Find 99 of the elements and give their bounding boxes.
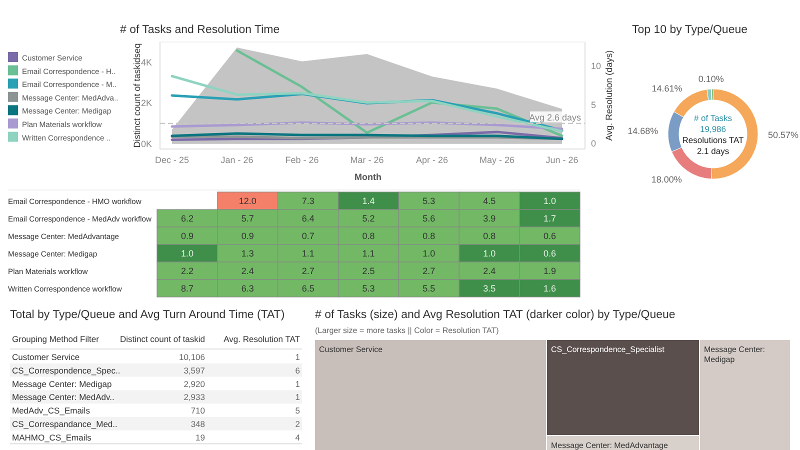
data-label: 50.57% xyxy=(768,130,799,140)
data-label: 2.7 xyxy=(302,266,314,276)
data-label: 6.5 xyxy=(302,284,314,294)
data-label: 1.7 xyxy=(544,214,556,224)
category-label: Message Center: MedAdvantage xyxy=(551,441,669,450)
x-axis-title: Month xyxy=(354,172,382,182)
data-label: 5.3 xyxy=(422,196,436,206)
data-label: 19 xyxy=(196,432,206,442)
data-label: 3.5 xyxy=(483,284,496,294)
data-label: 5.7 xyxy=(241,214,254,224)
text: Grouping Method Filter xyxy=(12,334,100,344)
data-label: 0.8 xyxy=(483,231,496,241)
data-label: 10,106 xyxy=(179,352,206,362)
data-label: 1.0 xyxy=(422,248,436,258)
data-label: 1.0 xyxy=(483,248,496,258)
data-label: 7.3 xyxy=(302,196,314,206)
text: 19,986 xyxy=(700,124,726,134)
data-label: 1 xyxy=(295,378,300,389)
x-tick-label: Mar - 26 xyxy=(350,155,384,165)
y2-tick-label: 10 xyxy=(591,61,602,72)
data-label: 6.3 xyxy=(241,284,254,294)
y2-tick-label: 0 xyxy=(591,138,596,149)
data-label: 2.2 xyxy=(180,266,194,276)
data-label: 5 xyxy=(295,406,300,416)
data-label: 14.61% xyxy=(652,83,682,94)
data-label: 0.7 xyxy=(302,231,314,241)
x-tick-label: Feb - 26 xyxy=(285,155,319,165)
data-label: 1.6 xyxy=(544,284,556,294)
data-label: 1.9 xyxy=(544,266,556,276)
data-label: 2.4 xyxy=(483,266,496,276)
data-label: 2.5 xyxy=(362,266,375,276)
data-label: 0.9 xyxy=(241,231,254,241)
text: Avg. Resolution TAT xyxy=(224,334,300,344)
text: (Larger size = more tasks || Color = Resolution TAT) xyxy=(315,326,500,335)
data-label: 2.4 xyxy=(241,266,254,276)
data-label: 1.4 xyxy=(362,196,375,206)
chart-title: # of Tasks and Resolution Time xyxy=(120,24,280,36)
y2-tick-label: 5 xyxy=(591,100,596,110)
data-label: 2,920 xyxy=(184,378,206,389)
text: # of Tasks xyxy=(694,113,732,123)
data-label: 1.1 xyxy=(362,248,375,258)
data-label: 5.5 xyxy=(422,284,436,294)
data-label: 18.00% xyxy=(651,174,682,184)
category-label: Message Center: Medigap xyxy=(704,345,765,364)
category-label: CS_Correspandance_Med.. xyxy=(12,419,118,429)
category-label: Customer Service xyxy=(319,345,384,354)
data-label: 5.2 xyxy=(362,214,375,224)
x-tick-label: Dec - 25 xyxy=(154,155,190,165)
category-label: MedAdv_CS_Emails xyxy=(12,406,90,416)
y2-axis-title: Avg. Resolution (days) xyxy=(604,50,614,141)
data-label: 1.0 xyxy=(180,248,194,258)
data-label: 0.6 xyxy=(544,231,556,241)
data-label: 5.6 xyxy=(422,214,436,224)
text: 2.1 days xyxy=(696,146,730,156)
category-label: MAHMO_CS_Emails xyxy=(12,432,92,442)
category-label: CS_Correspondence_Spec.. xyxy=(12,365,120,376)
data-label: 2 xyxy=(295,419,300,429)
x-tick-label: Jun - 26 xyxy=(546,155,578,165)
category-label: Customer Service xyxy=(12,352,80,362)
data-label: 4 xyxy=(295,432,300,442)
data-label: 0.10% xyxy=(698,74,724,84)
category-label: CS_Correspondence_Specialist xyxy=(551,345,666,354)
data-label: 1.0 xyxy=(544,196,556,206)
data-label: 3.9 xyxy=(483,214,496,224)
data-label: 3,597 xyxy=(184,365,206,376)
data-label: 6.2 xyxy=(180,214,194,224)
ref-line-label: Avg 2.6 days xyxy=(529,112,582,122)
data-label: 8.7 xyxy=(180,284,194,294)
data-label: 710 xyxy=(190,406,206,416)
data-label: 1.1 xyxy=(302,248,314,258)
data-label: 2.7 xyxy=(422,266,436,276)
data-label: 2,933 xyxy=(184,392,206,402)
data-label: 6 xyxy=(295,365,300,376)
data-label: 0.8 xyxy=(422,231,436,241)
data-label: 14.68% xyxy=(628,126,658,136)
x-tick-label: May - 26 xyxy=(479,155,515,165)
data-label: 348 xyxy=(190,419,206,429)
y-tick-label: 0K xyxy=(140,138,152,149)
data-label: 4.5 xyxy=(483,196,496,206)
data-label: 6.4 xyxy=(302,214,314,224)
x-tick-label: Jan - 26 xyxy=(220,155,254,165)
y-tick-label: 4K xyxy=(140,57,152,68)
x-tick-label: Apr - 26 xyxy=(416,155,448,165)
data-label: 0.9 xyxy=(180,231,194,241)
data-label: 0.6 xyxy=(544,248,556,258)
data-label: 5.3 xyxy=(362,284,375,294)
text: # of Tasks (size) and Avg Resolution TAT (darker color) by Type/Queue xyxy=(315,309,676,321)
text: Distinct count of taskid xyxy=(120,334,206,344)
data-label: 1.3 xyxy=(241,248,254,258)
data-label: 1 xyxy=(295,392,300,402)
y-axis-title: Distinct count of taskidseq xyxy=(132,43,142,148)
data-label: 0.8 xyxy=(362,231,375,241)
category-label: Message Center: MedAdv.. xyxy=(12,392,114,402)
text: Total by Type/Queue and Avg Turn Around Time (TAT) xyxy=(10,309,285,321)
text: Resolutions TAT xyxy=(682,135,744,145)
data-label: 1 xyxy=(295,352,300,362)
chart-title: Top 10 by Type/Queue xyxy=(632,24,748,36)
y-tick-label: 2K xyxy=(140,98,152,108)
data-label: 12.0 xyxy=(238,196,256,206)
